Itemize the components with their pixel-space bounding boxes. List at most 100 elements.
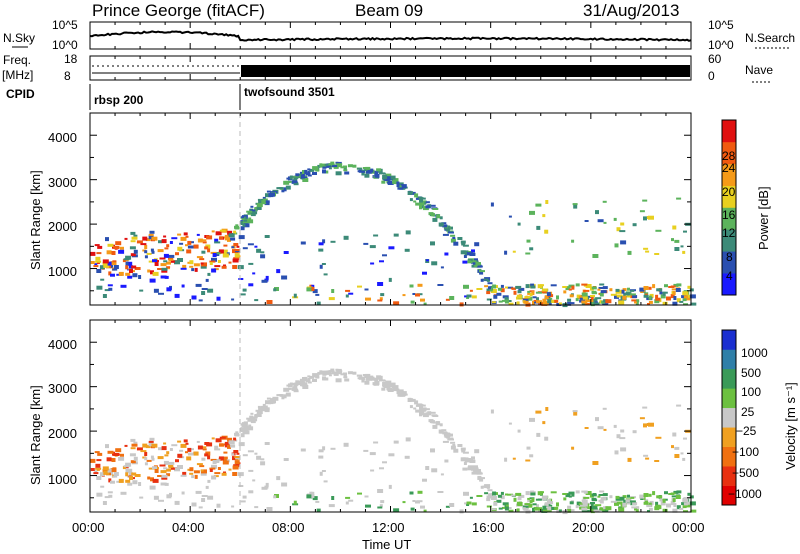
power-cell [262, 196, 266, 199]
velocity-cell [615, 495, 620, 499]
velocity-cell [180, 443, 187, 448]
power-cell [530, 283, 535, 287]
power-cell [462, 244, 469, 247]
velocity-cell [535, 498, 542, 501]
velocity-cell [307, 381, 312, 384]
power-cell [113, 265, 119, 269]
power-cell [517, 222, 521, 226]
power-cell [130, 253, 136, 257]
velocity-cell [128, 472, 133, 477]
power-ytick-2000: 2000 [48, 219, 77, 234]
power-cell [144, 255, 148, 259]
power-cell [266, 300, 273, 304]
power-cell [474, 242, 480, 247]
power-cell [160, 275, 167, 279]
velocity-cell [151, 457, 155, 461]
power-cell [595, 210, 599, 215]
velocity-cell [673, 503, 677, 507]
power-cell [95, 260, 102, 263]
velocity-cell [247, 419, 253, 422]
velocity-cell [569, 509, 575, 512]
power-cell [157, 268, 163, 270]
velocity-cell [597, 495, 601, 498]
velocity-cell [95, 467, 102, 470]
velocity-cell [457, 444, 463, 447]
velocity-cell [419, 408, 425, 413]
velocity-cell [585, 491, 592, 495]
power-cell [163, 260, 168, 263]
velocity-cell [636, 506, 640, 510]
power-cell [388, 246, 395, 250]
velocity-cell [120, 491, 127, 495]
power-cell [271, 191, 278, 194]
power-cell [318, 242, 324, 246]
velocity-cell [415, 404, 421, 407]
velocity-cell [170, 467, 175, 470]
power-cell [445, 298, 450, 301]
velocity-cell [480, 485, 484, 489]
velocity-cell [396, 388, 400, 392]
power-cell [461, 243, 466, 246]
velocity-colorbar-swatch [722, 466, 736, 486]
velocity-cell [343, 442, 349, 447]
power-cell [376, 168, 382, 172]
velocity-cell [535, 410, 542, 414]
power-cell [409, 284, 414, 288]
velocity-cell [569, 501, 574, 505]
velocity-cell [532, 507, 535, 512]
power-cell [648, 300, 653, 304]
power-cell [148, 235, 154, 240]
velocity-cell [529, 454, 534, 458]
velocity-cell [432, 415, 439, 417]
velocity-cell [683, 510, 688, 513]
velocity-cell [482, 485, 489, 488]
power-cell [593, 302, 600, 305]
power-cell [449, 226, 453, 230]
velocity-cell [585, 506, 592, 510]
power-cell [672, 291, 676, 296]
power-cell [599, 283, 605, 286]
velocity-cell [320, 370, 327, 375]
power-cell [236, 245, 240, 248]
power-cell [108, 271, 112, 276]
power-cell [409, 198, 413, 202]
velocity-cell [413, 407, 417, 410]
velocity-cell [599, 490, 605, 493]
velocity-cell [180, 474, 187, 477]
power-cell [125, 272, 131, 276]
velocity-cell [191, 475, 195, 479]
velocity-colorbar-swatch [722, 368, 736, 389]
velocity-cell [214, 472, 221, 475]
power-cell [516, 301, 520, 305]
power-cell [575, 298, 579, 302]
power-cell [460, 250, 466, 255]
freq-tick-top: 18 [64, 52, 78, 66]
velocity-cell [96, 492, 103, 497]
power-cell [631, 299, 638, 302]
power-cell [583, 289, 590, 292]
velocity-cell [631, 506, 638, 509]
power-cell [410, 300, 415, 304]
velocity-cell [340, 373, 346, 376]
power-cell [219, 236, 224, 240]
velocity-cell [515, 492, 522, 496]
velocity-cell [193, 470, 200, 474]
power-cell [96, 269, 102, 273]
velocity-cell [504, 457, 508, 462]
velocity-cell [125, 462, 132, 467]
nave-tick-top: 60 [708, 52, 722, 66]
power-cell [590, 299, 595, 303]
time-tick-1200: 12:00 [372, 520, 405, 535]
velocity-cell [312, 379, 317, 382]
power-cell [268, 193, 274, 198]
power-cell [238, 278, 244, 280]
velocity-cell [127, 482, 133, 486]
power-cell [215, 231, 222, 236]
power-cell [415, 197, 421, 200]
velocity-cell [400, 391, 407, 396]
velocity-cell [622, 495, 627, 499]
power-cell [102, 294, 107, 298]
power-cell [186, 249, 192, 254]
velocity-cell [345, 501, 349, 505]
power-cell [257, 198, 261, 201]
